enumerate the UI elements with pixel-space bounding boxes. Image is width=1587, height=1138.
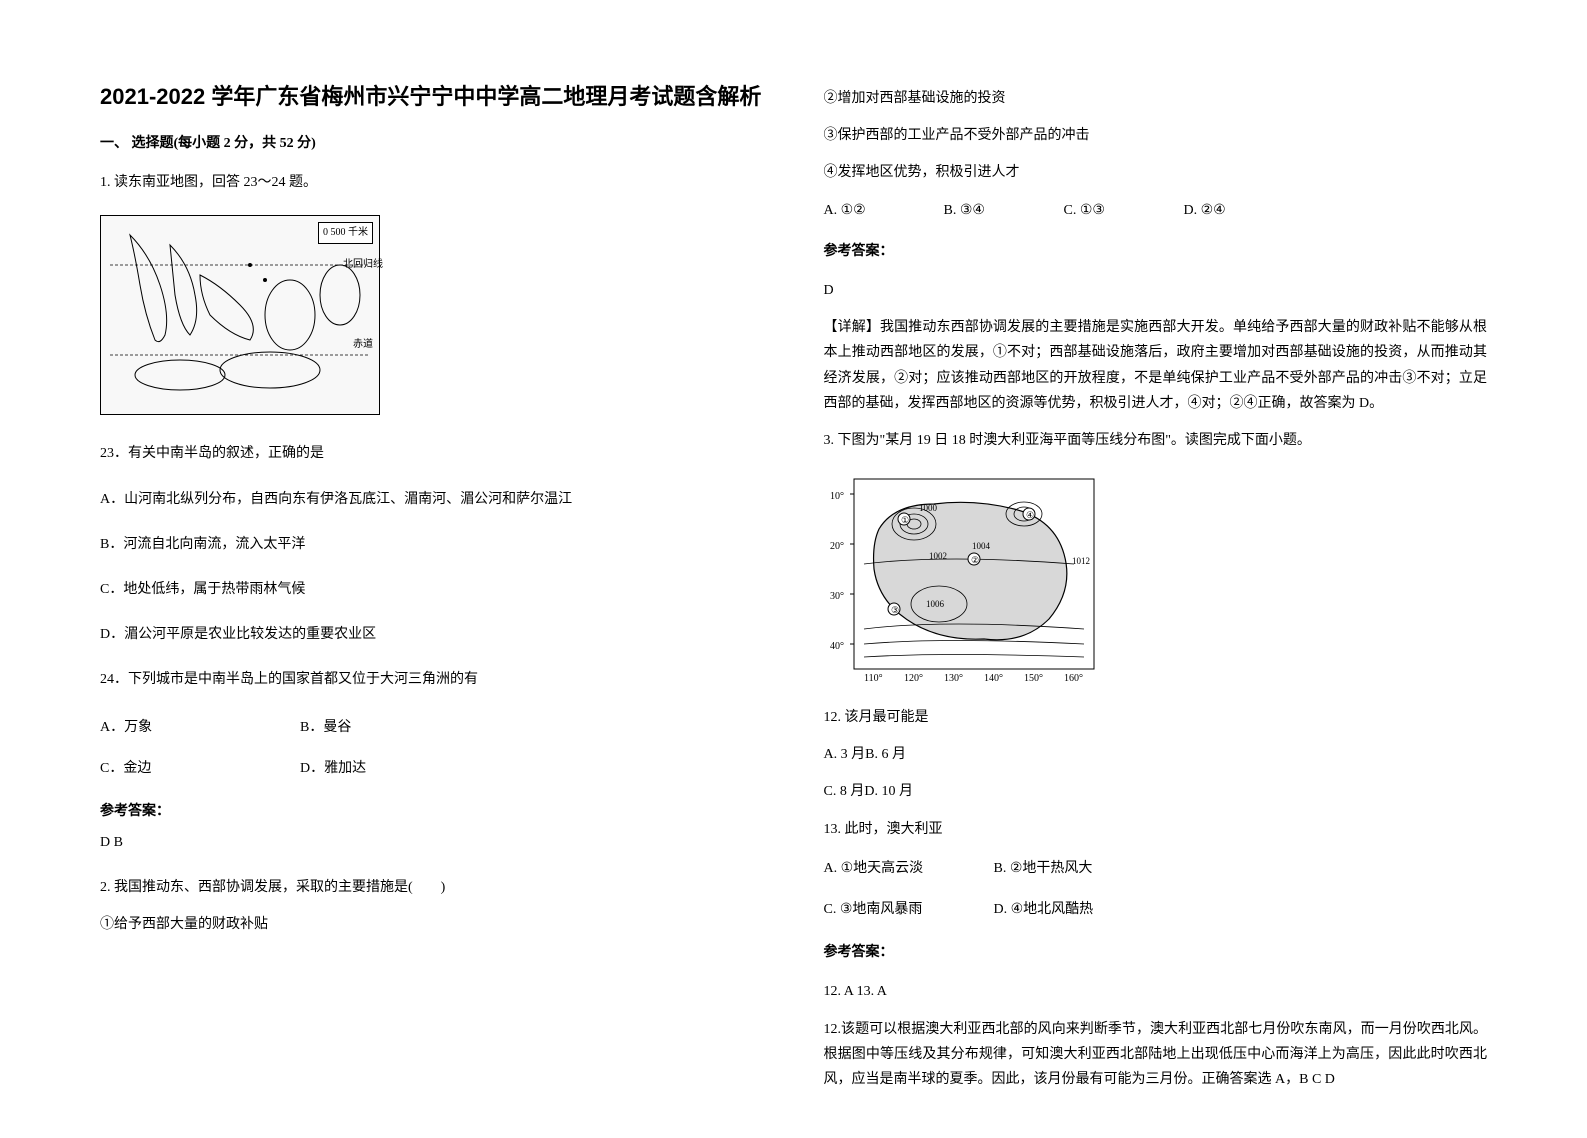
section-header: 一、 选择题(每小题 2 分，共 52 分) [100, 131, 764, 156]
isobar-1004: 1004 [972, 541, 991, 551]
q2-answer-letter: D [824, 278, 1488, 303]
isobar-1000: 1000 [919, 503, 938, 513]
lat-20: 20° [830, 541, 844, 552]
lon-150: 150° [1024, 673, 1043, 684]
lat-10: 10° [830, 491, 844, 502]
q23-opt-d: D．湄公河平原是农业比较发达的重要农业区 [100, 622, 764, 647]
q2-opt1: ①给予西部大量的财政补贴 [100, 912, 764, 937]
q23-stem: 23．有关中南半岛的叙述，正确的是 [100, 441, 764, 466]
q13-opt-a: A. ①地天高云淡 [824, 856, 994, 881]
q24-opt-a: A．万象 [100, 715, 300, 740]
q12-stem: 12. 该月最可能是 [824, 705, 1488, 730]
q24-opt-c: C．金边 [100, 756, 300, 781]
australia-isobar-chart: 10° 20° 30° 40° 110° 120° 130° 140° 150°… [824, 469, 1104, 689]
q13-opt-b: B. ②地干热风大 [994, 856, 1164, 881]
lon-160: 160° [1064, 673, 1083, 684]
lon-120: 120° [904, 673, 923, 684]
lon-130: 130° [944, 673, 963, 684]
q3-answers: 12. A 13. A [824, 979, 1488, 1004]
isobar-1012: 1012 [1072, 556, 1090, 566]
q1-intro: 1. 读东南亚地图，回答 23～24 题。 [100, 170, 764, 195]
q3-explain: 12.该题可以根据澳大利亚西北部的风向来判断季节，澳大利亚西北部七月份吹东南风，… [824, 1017, 1488, 1093]
q2-answer-label: 参考答案： [824, 239, 1488, 264]
map-scale: 0 500 千米 [318, 222, 373, 244]
q24-stem: 24．下列城市是中南半岛上的国家首都又位于大河三角洲的有 [100, 667, 764, 692]
q12-opt-d: D. 10 月 [864, 784, 913, 799]
q1-answer: D B [100, 830, 764, 855]
lon-110: 110° [864, 673, 883, 684]
q3-intro: 3. 下图为"某月 19 日 18 时澳大利亚海平面等压线分布图"。读图完成下面… [824, 428, 1488, 453]
q2-choice-a: A. ①② [824, 198, 944, 223]
southeast-asia-map: 0 500 千米 北回归线 赤道 [100, 215, 380, 415]
q23-opt-a: A．山河南北纵列分布，自西向东有伊洛瓦底江、湄南河、湄公河和萨尔温江 [100, 487, 764, 512]
marker-4: ④ [1026, 510, 1034, 520]
lon-140: 140° [984, 673, 1003, 684]
marker-2: ② [971, 555, 979, 565]
map-equator-label: 赤道 [353, 336, 373, 354]
map-svg [110, 225, 370, 405]
q1-answer-label: 参考答案： [100, 799, 764, 824]
q13-stem: 13. 此时，澳大利亚 [824, 817, 1488, 842]
q13-opt-d: D. ④地北风酷热 [994, 897, 1164, 922]
q3-answer-label: 参考答案： [824, 940, 1488, 965]
lat-30: 30° [830, 591, 844, 602]
q2-choice-d: D. ②④ [1184, 198, 1304, 223]
q2-explain: 【详解】我国推动东西部协调发展的主要措施是实施西部大开发。单纯给予西部大量的财政… [824, 315, 1488, 416]
q12-opt-b: B. 6 月 [865, 747, 906, 762]
isobar-1006: 1006 [926, 599, 945, 609]
q13-opt-c: C. ③地南风暴雨 [824, 897, 994, 922]
q2-opt4: ④发挥地区优势，积极引进人才 [824, 160, 1488, 185]
q2-opt3: ③保护西部的工业产品不受外部产品的冲击 [824, 123, 1488, 148]
marker-1: ① [901, 515, 909, 525]
q2-choice-b: B. ③④ [944, 198, 1064, 223]
q24-opt-b: B．曼谷 [300, 715, 500, 740]
q2-intro: 2. 我国推动东、西部协调发展，采取的主要措施是( ) [100, 875, 764, 900]
q24-opt-d: D．雅加达 [300, 756, 500, 781]
q12-opt-a: A. 3 月 [824, 747, 866, 762]
q23-opt-c: C．地处低纬，属于热带雨林气候 [100, 577, 764, 602]
exam-title: 2021-2022 学年广东省梅州市兴宁宁中中学高二地理月考试题含解析 [100, 80, 764, 113]
q2-choice-c: C. ①③ [1064, 198, 1184, 223]
marker-3: ③ [891, 605, 899, 615]
isobar-1002: 1002 [929, 551, 947, 561]
q23-opt-b: B．河流自北向南流，流入太平洋 [100, 532, 764, 557]
map-tropic-label: 北回归线 [343, 256, 383, 274]
q2-opt2: ②增加对西部基础设施的投资 [824, 86, 1488, 111]
lat-40: 40° [830, 641, 844, 652]
q12-opt-c: C. 8 月 [824, 784, 865, 799]
